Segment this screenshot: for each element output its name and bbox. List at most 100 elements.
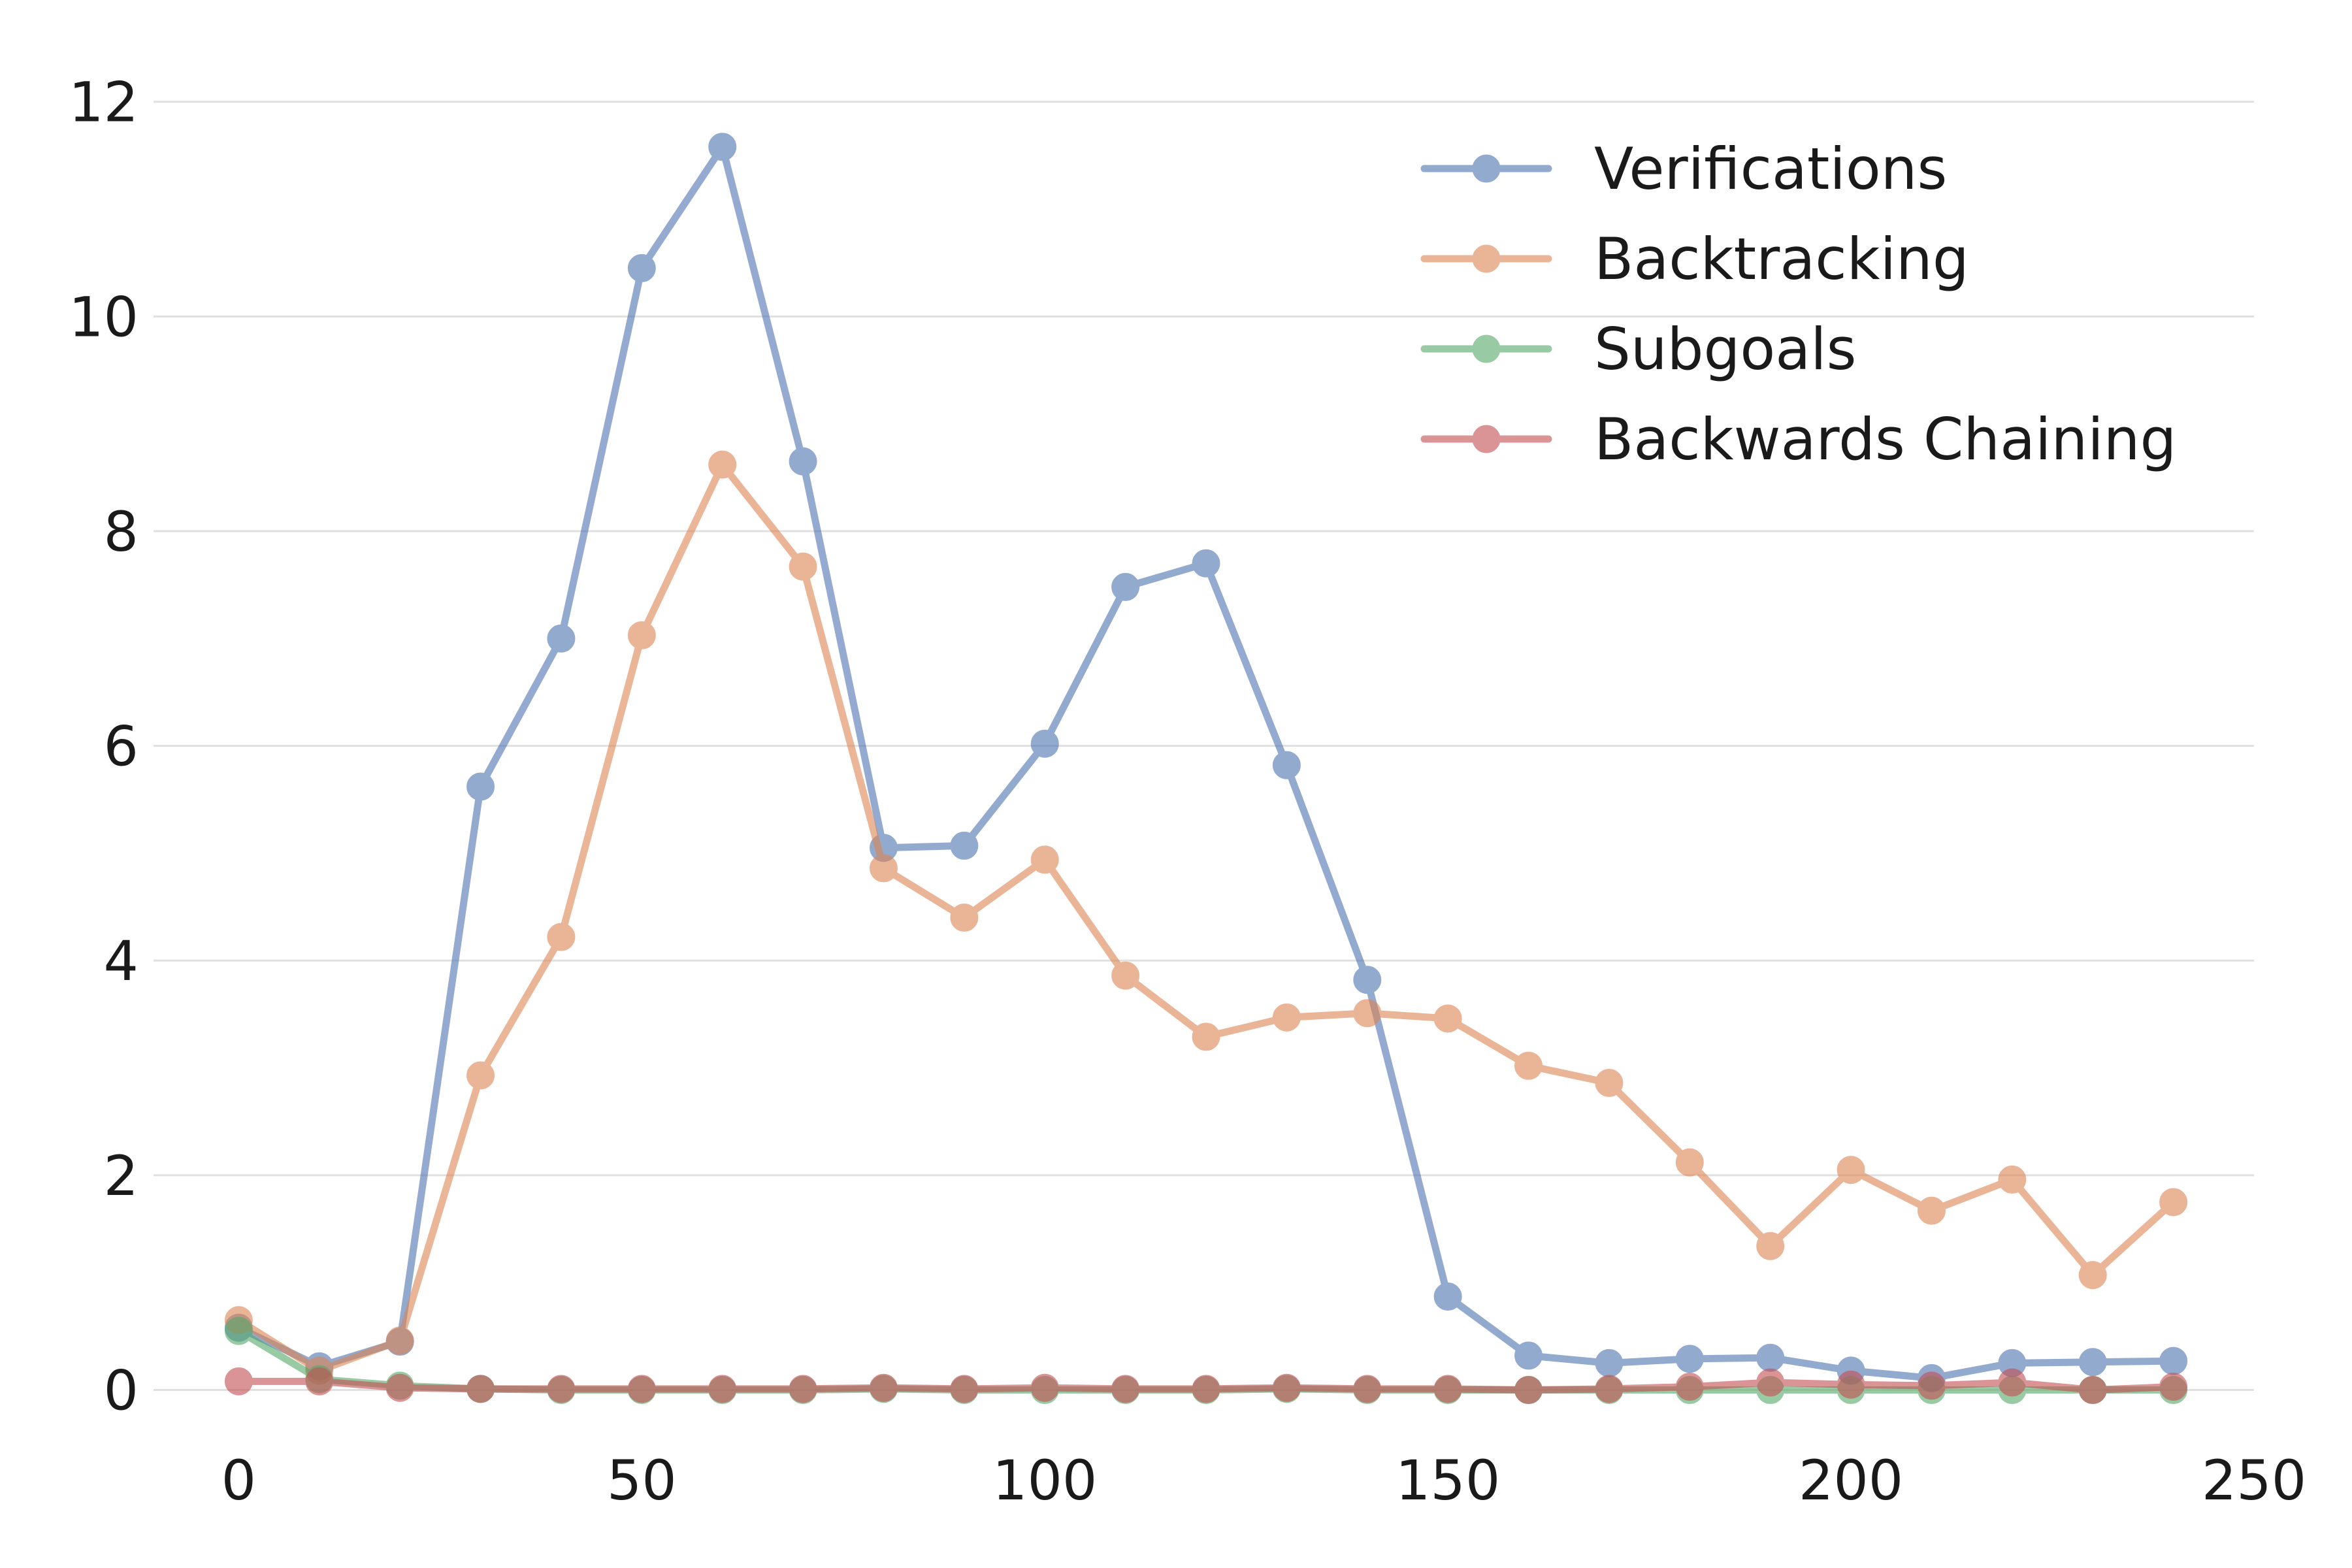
legend-swatch (1420, 244, 1552, 273)
legend-swatch (1420, 335, 1552, 363)
data-point (224, 1316, 253, 1345)
legend-swatch (1420, 154, 1552, 183)
data-point (466, 1375, 495, 1403)
series-backwards-chaining (224, 1367, 2188, 1404)
data-point (627, 621, 656, 649)
data-point (1030, 845, 1059, 874)
data-point (789, 552, 817, 581)
y-axis-ticks: 0 2 4 6 8 10 12 (69, 71, 139, 1423)
data-point (789, 1375, 817, 1403)
data-point (950, 831, 979, 860)
legend-marker (1472, 154, 1501, 183)
data-point (1192, 549, 1220, 578)
series-backtracking (224, 450, 2188, 1385)
y-tick-label: 8 (104, 500, 139, 564)
data-point (1192, 1375, 1220, 1403)
data-point (708, 450, 737, 479)
data-point (1595, 1348, 1624, 1377)
legend-label: Subgoals (1594, 316, 1856, 383)
data-point (627, 253, 656, 282)
data-point (1030, 729, 1059, 758)
legend-item-backwards-chaining: Backwards Chaining (1420, 406, 2176, 473)
legend-marker (1472, 244, 1501, 273)
x-tick-label: 150 (1396, 1448, 1500, 1512)
data-point (305, 1367, 334, 1396)
data-point (385, 1373, 414, 1402)
data-point (2078, 1348, 2107, 1377)
legend-label: Backtracking (1594, 225, 1969, 293)
x-tick-label: 250 (2202, 1448, 2306, 1512)
data-point (1837, 1370, 1865, 1399)
data-point (950, 1375, 979, 1403)
data-point (547, 624, 576, 653)
data-point (1917, 1371, 1946, 1400)
data-point (1756, 1343, 1785, 1372)
data-point (1756, 1368, 1785, 1397)
data-point (1433, 1375, 1462, 1403)
y-tick-label: 4 (104, 929, 139, 993)
legend-label: Backwards Chaining (1594, 406, 2176, 473)
data-point (1675, 1345, 1704, 1373)
data-point (1111, 1375, 1140, 1403)
grid-lines (154, 101, 2254, 1391)
legend-item-backtracking: Backtracking (1420, 225, 1969, 293)
data-point (385, 1326, 414, 1355)
data-point (2078, 1375, 2107, 1404)
x-axis-ticks: 0 50 100 150 200 250 (221, 1448, 2307, 1512)
data-point (1272, 751, 1301, 779)
series-group (224, 133, 2188, 1404)
data-point (466, 1061, 495, 1090)
data-point (1675, 1373, 1704, 1401)
data-point (547, 923, 576, 951)
data-point (1756, 1232, 1785, 1260)
data-point (1595, 1375, 1624, 1403)
data-point (224, 1367, 253, 1396)
series-line (235, 143, 2178, 1382)
data-point (1514, 1341, 1543, 1370)
y-tick-label: 0 (104, 1358, 139, 1422)
data-point (1111, 961, 1140, 990)
data-point (1514, 1375, 1543, 1404)
data-point (1353, 966, 1382, 994)
data-point (869, 1373, 898, 1402)
data-point (1917, 1196, 1946, 1225)
data-point (1353, 1375, 1382, 1403)
series-verifications (224, 133, 2188, 1392)
data-point (1998, 1165, 2027, 1194)
data-point (1111, 572, 1140, 601)
data-point (708, 133, 737, 161)
data-point (2078, 1261, 2107, 1290)
legend-marker (1472, 425, 1501, 453)
data-point (2159, 1373, 2188, 1401)
data-point (708, 1375, 737, 1403)
legend-label: Verifications (1594, 135, 1947, 203)
data-point (1433, 1282, 1462, 1311)
data-point (2159, 1347, 2188, 1375)
data-point (1675, 1148, 1704, 1177)
data-point (1192, 1022, 1220, 1051)
legend-swatch (1420, 425, 1552, 453)
legend-marker (1472, 335, 1501, 363)
data-point (466, 772, 495, 801)
data-point (1030, 1373, 1059, 1402)
data-point (1595, 1069, 1624, 1098)
data-point (1514, 1051, 1543, 1080)
series-line (235, 461, 2178, 1375)
data-point (547, 1375, 576, 1403)
data-point (869, 854, 898, 883)
x-tick-label: 100 (992, 1448, 1097, 1512)
data-point (789, 447, 817, 476)
x-tick-label: 0 (221, 1448, 256, 1512)
y-tick-label: 2 (104, 1144, 139, 1208)
data-point (1837, 1156, 1865, 1184)
y-tick-label: 6 (104, 715, 139, 779)
y-tick-label: 10 (69, 285, 139, 349)
data-point (950, 904, 979, 932)
data-point (1272, 1373, 1301, 1402)
x-tick-label: 200 (1799, 1448, 1903, 1512)
legend-item-verifications: Verifications (1420, 135, 1947, 203)
data-point (1433, 1004, 1462, 1033)
data-point (627, 1375, 656, 1403)
data-point (1998, 1368, 2027, 1397)
